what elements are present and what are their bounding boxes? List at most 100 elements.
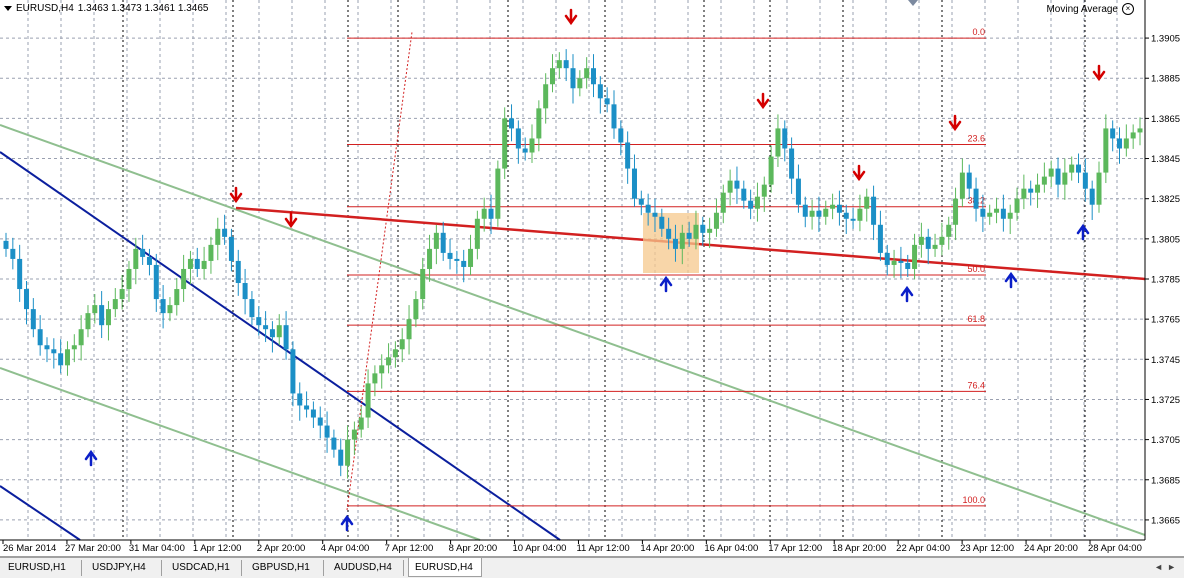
tab-eurusd-h4[interactable]: EURUSD,H4 xyxy=(408,558,482,577)
fib-level-label: 23.6 xyxy=(967,133,985,143)
time-tick-label: 23 Apr 12:00 xyxy=(960,543,1014,554)
candle-bear xyxy=(1089,188,1095,205)
candle-bull xyxy=(761,184,767,197)
tab-gbpusd-h1[interactable]: GBPUSD,H1 xyxy=(246,560,324,576)
candle-bull xyxy=(413,299,419,320)
fib-level-label: 76.4 xyxy=(967,380,985,390)
candle-bull xyxy=(939,236,945,245)
candle-bull xyxy=(71,345,77,350)
candle-bear xyxy=(44,345,50,350)
price-tick-label: 1.3785 xyxy=(1151,275,1180,286)
candle-bull xyxy=(345,439,351,466)
tab-audusd-h4[interactable]: AUDUSD,H4 xyxy=(328,560,404,576)
candle-bull xyxy=(720,192,726,213)
candle-bull xyxy=(133,248,139,269)
candle-bear xyxy=(850,218,856,221)
candle-bull xyxy=(994,208,1000,213)
fib-level-label: 100.0 xyxy=(962,495,985,505)
candle-bear xyxy=(140,248,146,257)
candle-bear xyxy=(1110,128,1116,139)
candle-bull xyxy=(727,180,733,193)
candle-bull xyxy=(174,289,180,306)
candle-bear xyxy=(925,236,931,249)
candle-bull xyxy=(864,196,870,209)
candle-bear xyxy=(194,258,200,269)
price-tick-label: 1.3745 xyxy=(1151,355,1180,366)
candle-bull xyxy=(119,289,125,300)
candle-bull xyxy=(1035,184,1041,193)
time-tick-label: 10 Apr 04:00 xyxy=(513,543,567,554)
candle-bull xyxy=(556,60,562,69)
fractal-up-arrow-icon xyxy=(84,449,98,467)
candle-bear xyxy=(700,224,706,233)
candle-bear xyxy=(1117,138,1123,149)
candle-bull xyxy=(912,244,918,269)
candle-bull xyxy=(126,268,132,290)
price-tick-label: 1.3765 xyxy=(1151,315,1180,326)
candle-bear xyxy=(454,258,460,261)
candle-bull xyxy=(105,309,111,326)
candle-bear xyxy=(10,248,16,259)
time-tick-label: 22 Apr 04:00 xyxy=(896,543,950,554)
indicator-close-icon[interactable]: × xyxy=(1122,3,1134,15)
candle-bull xyxy=(187,258,193,269)
candle-bear xyxy=(666,228,672,239)
fractal-down-arrow-icon xyxy=(284,211,298,229)
candle-bear xyxy=(461,260,467,267)
candle-bear xyxy=(515,128,521,149)
chart-symbol-timeframe: EURUSD,H4 xyxy=(16,3,74,14)
time-tick-label: 24 Apr 20:00 xyxy=(1024,543,1078,554)
fib-base-line xyxy=(346,31,413,511)
candle-bear xyxy=(884,252,890,265)
candle-bull xyxy=(768,156,774,185)
candle-bear xyxy=(338,449,344,466)
candle-bull xyxy=(112,299,118,310)
fractal-down-arrow-icon xyxy=(948,114,962,132)
candle-bull xyxy=(420,268,426,300)
tab-eurusd-h1[interactable]: EURUSD,H1 xyxy=(2,560,82,576)
candle-bear xyxy=(17,258,23,290)
candle-bear xyxy=(734,180,740,189)
candle-bull xyxy=(372,373,378,384)
candle-bear xyxy=(898,260,904,263)
price-tick-label: 1.3905 xyxy=(1151,34,1180,45)
candle-bear xyxy=(1082,172,1088,189)
candle-bear xyxy=(638,198,644,205)
candle-bull xyxy=(830,204,836,209)
candle-bear xyxy=(228,236,234,261)
candle-bull xyxy=(481,208,487,219)
fractal-up-arrow-icon xyxy=(1076,223,1090,241)
candle-bear xyxy=(1055,168,1061,185)
time-tick-label: 7 Apr 12:00 xyxy=(385,543,434,554)
candle-bear xyxy=(590,68,596,85)
chart-shift-marker-icon xyxy=(908,0,918,6)
candle-bull xyxy=(1062,172,1068,185)
fractal-down-arrow-icon xyxy=(756,92,770,110)
price-tick-label: 1.3845 xyxy=(1151,154,1180,165)
candle-bear xyxy=(625,142,631,169)
candle-bear xyxy=(748,200,754,209)
candle-bear xyxy=(966,172,972,189)
tab-usdjpy-h4[interactable]: USDJPY,H4 xyxy=(86,560,162,576)
candle-bull xyxy=(386,357,392,366)
price-tick-label: 1.3805 xyxy=(1151,234,1180,245)
candle-bull xyxy=(529,138,535,153)
chart-ohlc-values: 1.3463 1.3473 1.3461 1.3465 xyxy=(77,3,209,14)
candle-bull xyxy=(427,248,433,269)
fractal-down-arrow-icon xyxy=(564,8,578,26)
tab-scroll-arrows-icon[interactable]: ◄► xyxy=(1154,562,1180,572)
fractal-down-arrow-icon xyxy=(852,164,866,182)
tab-usdcad-h1[interactable]: USDCAD,H1 xyxy=(166,560,242,576)
candle-bull xyxy=(809,210,815,217)
candle-bear xyxy=(283,325,289,350)
chart-menu-triangle-icon[interactable] xyxy=(4,6,12,11)
candle-bull xyxy=(932,244,938,249)
candle-bear xyxy=(447,252,453,259)
candle-bear xyxy=(795,178,801,205)
candle-bear xyxy=(249,299,255,318)
candle-bull xyxy=(953,198,959,225)
candle-bull xyxy=(707,228,713,233)
candle-bull xyxy=(358,417,364,430)
